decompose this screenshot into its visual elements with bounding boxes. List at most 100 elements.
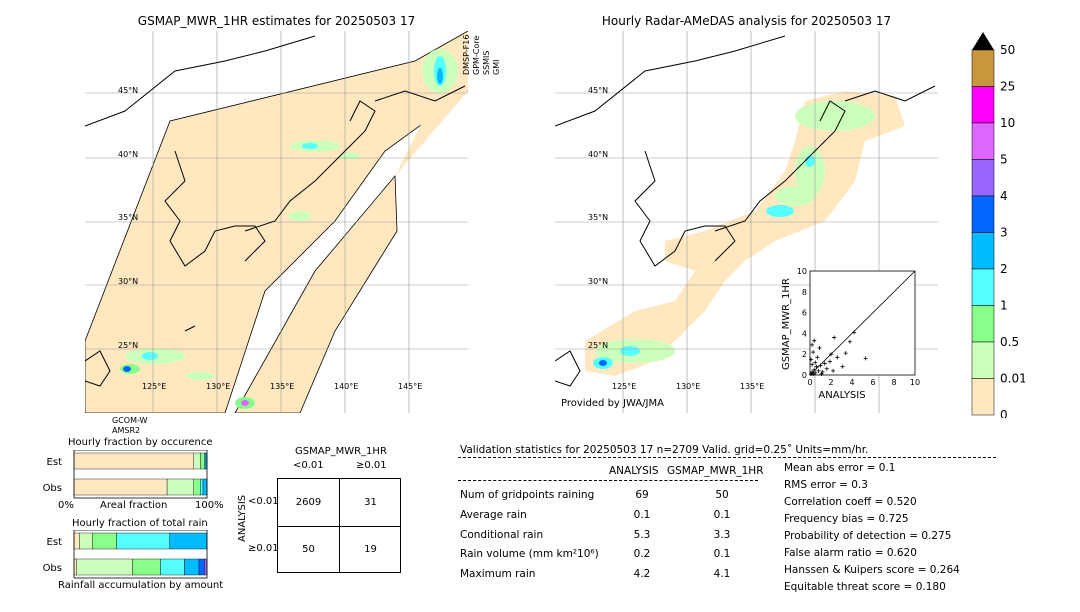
colorbar-segment [971, 268, 995, 306]
lon-label: 145°E [398, 382, 423, 391]
bar-segment [169, 532, 208, 550]
stat-gsmap: 3.3 [713, 529, 731, 541]
stat-label: Num of gridpoints raining [460, 489, 595, 501]
scatter-point [809, 357, 814, 362]
bar-segment [202, 478, 208, 496]
score-line: Probability of detection = 0.275 [784, 530, 952, 542]
stat-label: Rain volume (mm km²10⁶) [460, 548, 599, 560]
bar-segment [92, 532, 117, 550]
contingency-row-axis: ANALYSIS [237, 494, 248, 542]
right-map [555, 31, 938, 413]
colorbar-label: 5 [1000, 153, 1008, 167]
stat-label: Conditional rain [460, 529, 544, 541]
scatter-point [816, 368, 821, 373]
scatter-x-tick: 8 [891, 378, 896, 387]
occurrence-title: Hourly fraction by occurence [68, 437, 213, 448]
score-line: Mean abs error = 0.1 [784, 462, 896, 474]
cell-no-yes: 31 [364, 497, 377, 508]
score-line: Correlation coeff = 0.520 [784, 496, 917, 508]
scatter-point [812, 367, 817, 372]
colorbar-label: 50 [1000, 43, 1015, 57]
colorbar-segment [971, 86, 995, 124]
colorbar-label: 0 [1000, 408, 1008, 418]
colorbar-extend [972, 32, 994, 50]
bar-segment [79, 532, 93, 550]
bar-segment [76, 558, 133, 576]
colorbar-segment [971, 232, 995, 270]
score-line: RMS error = 0.3 [784, 479, 868, 491]
bar-category-label: Est [47, 537, 63, 548]
swath-region [234, 174, 398, 413]
coastline [555, 35, 936, 387]
left-map [85, 31, 468, 413]
scatter-point [819, 371, 824, 376]
divider [458, 457, 996, 458]
bar-segment [184, 558, 200, 576]
bar-segment [73, 452, 194, 470]
right-map-title: Hourly Radar-AMeDAS analysis for 2025050… [601, 14, 892, 28]
stat-gsmap: 4.1 [713, 568, 731, 580]
lat-label: 30°N [118, 277, 139, 286]
scatter-point [852, 330, 857, 335]
cell-yes-no: 50 [302, 544, 315, 555]
lon-label: 135°E [270, 382, 295, 391]
bar-category-label: Obs [43, 563, 62, 574]
divider [458, 480, 758, 481]
score-line: Equitable threat score = 0.180 [784, 581, 946, 593]
bar-segment [160, 558, 185, 576]
score-line: False alarm ratio = 0.620 [784, 547, 917, 559]
bar-frame [73, 450, 208, 499]
lon-label: 125°E [142, 382, 167, 391]
diagonal-line [809, 270, 916, 376]
lat-label: 30°N [588, 277, 609, 286]
scatter-point [813, 360, 818, 365]
scatter-x-tick: 2 [828, 378, 833, 387]
scatter-point [818, 363, 823, 368]
bar-frame [73, 530, 208, 579]
lon-label: 130°E [206, 382, 231, 391]
lat-label: 35°N [118, 213, 139, 222]
colorbar-segment [971, 49, 995, 87]
bar-segment [193, 452, 201, 470]
cell-yes-yes: 19 [364, 544, 377, 555]
colorbar-segment [971, 195, 995, 233]
total-rain-title: Hourly fraction of total rain [72, 518, 208, 529]
scatter-point [822, 361, 827, 366]
colorbar-label: 4 [1000, 189, 1008, 203]
x-tick-100: 100% [195, 500, 224, 511]
contingency-col-label: ≥0.01 [356, 460, 387, 471]
stat-gsmap: 50 [715, 489, 729, 501]
colorbar-label: 10 [1000, 116, 1015, 130]
bar-category-label: Obs [43, 483, 62, 494]
scatter-point [824, 366, 829, 371]
bar-segment [200, 452, 205, 470]
lat-label: 25°N [588, 341, 609, 350]
bar-segment [193, 478, 201, 496]
stat-analysis: 69 [635, 489, 649, 501]
x-tick-0: 0% [58, 500, 74, 511]
scatter-point [814, 364, 819, 369]
scatter-point [811, 350, 816, 355]
scatter-point [863, 356, 868, 361]
bar-segment [73, 478, 168, 496]
scatter-point [831, 368, 836, 373]
scatter-x-tick: 10 [910, 378, 920, 387]
score-line: Hanssen & Kuipers score = 0.264 [784, 564, 960, 576]
lon-label: 130°E [676, 382, 701, 391]
swath-label: DMSP-F16 [462, 34, 471, 75]
bar-segment [116, 532, 170, 550]
credit-text: Provided by JWA/JMA [561, 398, 664, 409]
colorbar-segment [971, 122, 995, 160]
colorbar-label: 0.5 [1000, 335, 1019, 349]
bar-segment [200, 478, 204, 496]
total-rain-xlabel: Rainfall accumulation by amount [58, 580, 224, 591]
lat-label: 35°N [588, 213, 609, 222]
colorbar-label: 3 [1000, 226, 1008, 240]
total-rain-chart: Est Obs [43, 530, 208, 579]
col-header-gsmap: GSMAP_MWR_1HR [667, 465, 764, 477]
contingency-row-label: ≥0.01 [248, 543, 279, 554]
scatter-point [810, 369, 815, 374]
scatter-point [835, 355, 840, 360]
stat-analysis: 0.1 [633, 509, 651, 521]
colorbar-segment [971, 159, 995, 197]
